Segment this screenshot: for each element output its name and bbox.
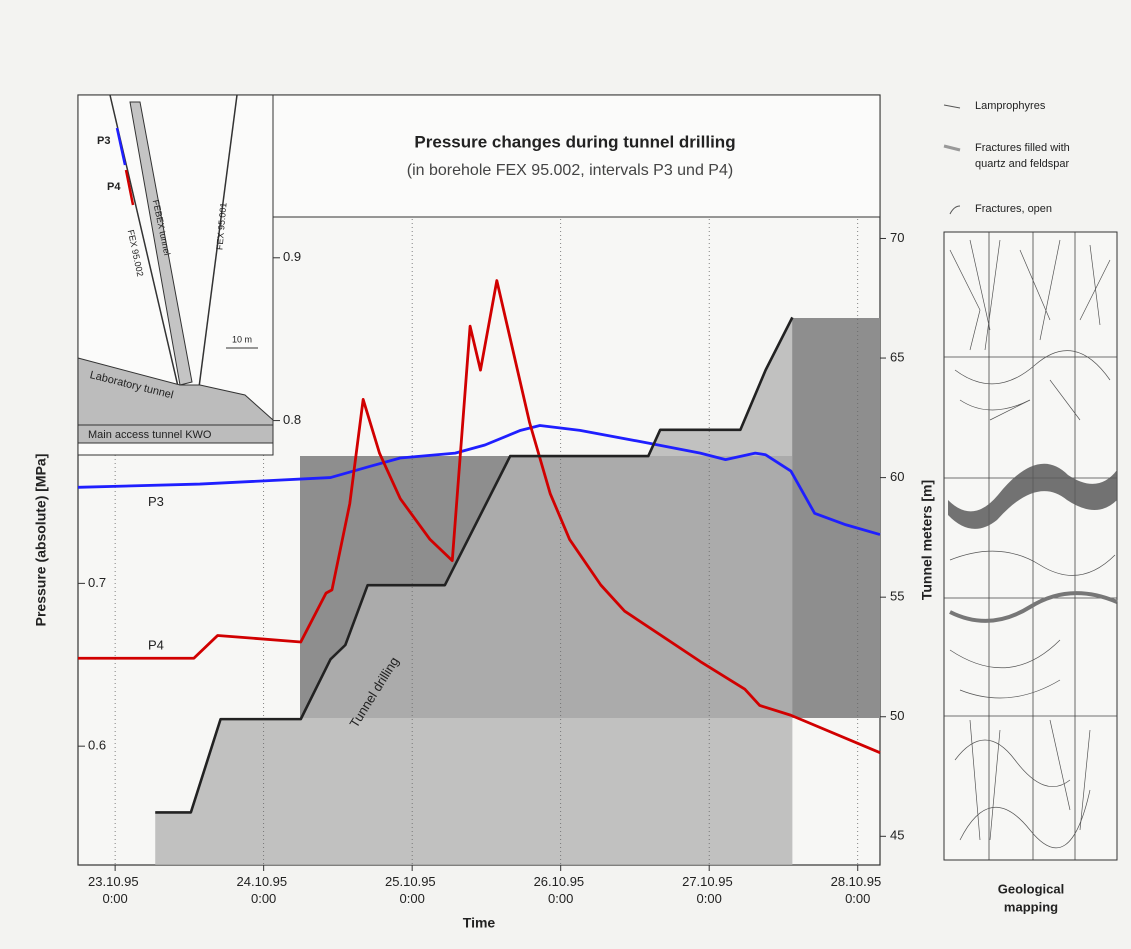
- geology-legend: Lamprophyres: [975, 100, 1046, 112]
- tick-label-line: 26.10.95: [534, 874, 588, 889]
- y-tick-label: 0.6: [88, 738, 106, 753]
- quartz-fracture: [949, 591, 1118, 623]
- y2-tick-label: 50: [890, 708, 904, 723]
- x-axis-title: Time: [463, 915, 496, 931]
- tick-label-line: 0:00: [102, 891, 127, 906]
- y2-tick-label: 45: [890, 828, 904, 843]
- y2-tick-label: 65: [890, 349, 904, 364]
- tick-label-line: 27.10.95: [682, 874, 736, 889]
- geology-legend: Fractures, open: [975, 203, 1052, 215]
- legend-symbol: [949, 205, 961, 215]
- geology-title: mapping: [1004, 899, 1058, 914]
- drilling-area: [155, 317, 793, 865]
- x-tick-label: 26.10.95 0:00: [534, 874, 588, 906]
- geology-title: Geological: [998, 881, 1064, 896]
- tick-label-line: 0:00: [548, 891, 573, 906]
- series-line: [78, 279, 881, 754]
- inset-label: P4: [107, 181, 121, 193]
- borehole: [197, 94, 238, 396]
- series-label: P4: [148, 638, 164, 653]
- tick-label-line: 28.10.95: [831, 874, 885, 889]
- lamprophyre: [948, 463, 1117, 529]
- chart-title: Pressure changes during tunnel drilling: [414, 132, 735, 151]
- y-tick-label: 0.8: [283, 412, 301, 427]
- legend-symbol: [943, 104, 961, 109]
- tick-label-line: 0:00: [845, 891, 870, 906]
- inset-label: 10 m: [232, 334, 252, 344]
- febex-tunnel: [129, 101, 193, 386]
- x-tick-label: 25.10.95 0:00: [385, 874, 439, 906]
- mapping-frame: [943, 231, 1118, 861]
- tick-label-line: 24.10.95: [237, 874, 291, 889]
- series-label: P3: [148, 494, 164, 509]
- y2-axis-title: Tunnel meters [m]: [919, 480, 935, 600]
- x-tick-label: 27.10.95 0:00: [682, 874, 736, 906]
- y2-tick-label: 70: [890, 230, 904, 245]
- section-shade: [792, 318, 880, 456]
- tick-label-line: 25.10.95: [385, 874, 439, 889]
- x-tick-label: 28.10.95 0:00: [831, 874, 885, 906]
- inset-label: FEX 95.001: [214, 202, 228, 250]
- series-line: [155, 316, 794, 814]
- legend-symbol: [943, 144, 961, 152]
- p3-interval: [115, 127, 127, 166]
- geology-legend: quartz and feldspar: [975, 158, 1070, 170]
- y-tick-label: 0.9: [283, 249, 301, 264]
- mapping-grid: [944, 232, 1117, 860]
- chart-subtitle: (in borehole FEX 95.002, intervals P3 un…: [407, 162, 733, 179]
- laboratory-tunnel: [77, 357, 274, 444]
- tick-label-line: 0:00: [697, 891, 722, 906]
- geology-legend: Fractures filled with: [975, 142, 1070, 154]
- title-box: [272, 94, 881, 218]
- plot-layer: [77, 95, 881, 865]
- y2-tick-label: 55: [890, 589, 904, 604]
- tick-label-line: 0:00: [251, 891, 276, 906]
- y-tick-label: 0.7: [88, 575, 106, 590]
- inset-map: P3 P4 FEBEX tunnel FEX 95.002 FEX 95.001…: [77, 94, 274, 456]
- y2-tick-label: 60: [890, 469, 904, 484]
- geology-panel: Lamprophyres Fractures filled with quart…: [943, 100, 1118, 914]
- series-line: [77, 424, 881, 536]
- y-axis-title: Pressure (absolute) [MPa]: [33, 454, 49, 627]
- x-tick-label: 23.10.95 0:00: [88, 874, 142, 906]
- p4-interval: [124, 169, 135, 206]
- tick-label-line: 0:00: [400, 891, 425, 906]
- tick-label-line: 23.10.95: [88, 874, 142, 889]
- inset-label: Main access tunnel KWO: [88, 429, 212, 441]
- x-tick-label: 24.10.95 0:00: [237, 874, 291, 906]
- inset-label: P3: [97, 135, 110, 147]
- mapping-fractures: [949, 239, 1116, 849]
